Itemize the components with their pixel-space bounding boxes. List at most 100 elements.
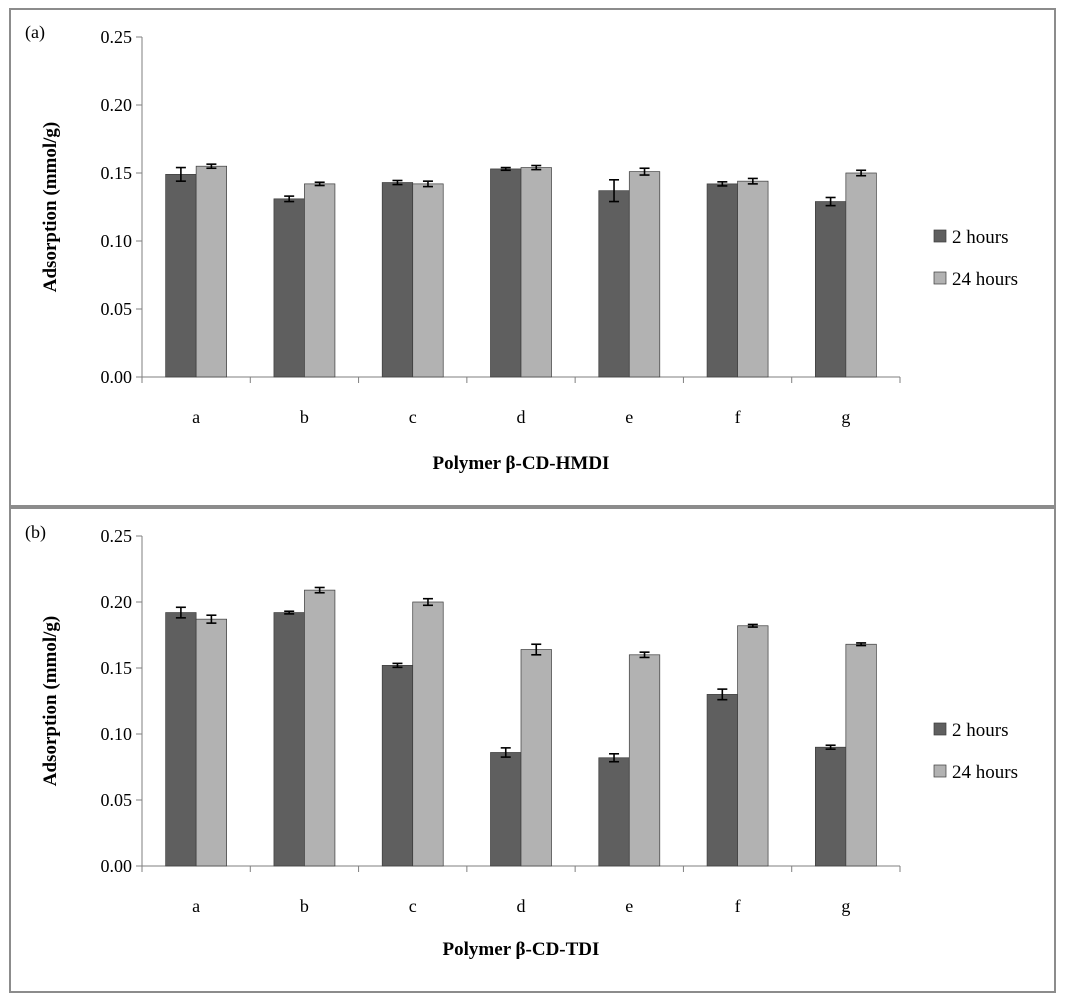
- error-bar-2h-a: [175, 166, 186, 182]
- legend-label-2h: 2 hours: [952, 227, 1008, 248]
- x-category-label: b: [300, 407, 309, 427]
- error-bar-24h-f: [747, 177, 758, 185]
- legend-swatch-24h: [933, 764, 947, 778]
- legend-swatch-2h: [933, 722, 947, 736]
- error-bar-24h-e: [639, 651, 650, 659]
- error-bar-2h-f: [717, 181, 728, 187]
- bar-2h-d: [490, 752, 522, 867]
- y-tick-label: 0.15: [101, 658, 133, 678]
- legend-swatch-2h: [933, 229, 947, 243]
- panel-label: (a): [25, 22, 45, 43]
- legend-label-2h: 2 hours: [952, 720, 1008, 741]
- error-bar-24h-e: [639, 167, 650, 176]
- bar-2h-d: [490, 168, 522, 378]
- x-category-label: c: [409, 407, 417, 427]
- error-bar-24h-c: [422, 180, 433, 188]
- y-tick-label: 0.25: [101, 27, 133, 47]
- legend-label-24h: 24 hours: [952, 762, 1018, 783]
- bar-2h-a: [165, 174, 197, 378]
- y-tick-label: 0.20: [101, 592, 133, 612]
- bar-24h-b: [304, 183, 336, 378]
- legend-swatch-24h: [933, 271, 947, 285]
- chart-panel-a: (a) 0.00 0.05 0.10 0.15 0.20 0.25 a b c d e f g Adsorp…: [9, 8, 1056, 507]
- error-bar-24h-g: [856, 642, 867, 647]
- y-tick-label: 0.10: [101, 724, 133, 744]
- error-bar-24h-a: [206, 614, 217, 624]
- bar-24h-a: [195, 165, 227, 378]
- error-bar-2h-b: [284, 195, 295, 203]
- bar-24h-c: [412, 601, 444, 867]
- y-tick-label: 0.00: [101, 856, 133, 876]
- error-bar-2h-d: [500, 166, 511, 172]
- error-bar-24h-b: [314, 181, 325, 187]
- bar-2h-e: [598, 757, 630, 867]
- x-category-label: a: [192, 407, 200, 427]
- bar-24h-g: [845, 643, 877, 867]
- bar-24h-a: [195, 618, 227, 867]
- x-category-label: e: [625, 896, 633, 916]
- bar-2h-a: [165, 612, 197, 867]
- bar-24h-c: [412, 183, 444, 378]
- bar-24h-e: [628, 171, 661, 378]
- error-bar-2h-b: [284, 610, 295, 615]
- x-axis-label: Polymer β-CD-HMDI: [433, 453, 610, 474]
- x-category-label: d: [517, 896, 526, 916]
- chart-panel-b: (b) 0.00 0.05 0.10 0.15 0.20 0.25 a b c d e f g Adsorp…: [9, 507, 1056, 993]
- x-category-label: d: [517, 407, 526, 427]
- bar-2h-c: [381, 665, 414, 867]
- bar-24h-b: [304, 589, 336, 867]
- error-bar-2h-e: [609, 179, 620, 203]
- y-tick-label: 0.15: [101, 163, 133, 183]
- error-bar-2h-c: [392, 179, 403, 186]
- error-bar-24h-a: [206, 163, 217, 170]
- error-bar-2h-e: [609, 753, 620, 763]
- x-category-label: a: [192, 896, 200, 916]
- bar-2h-f: [706, 694, 738, 867]
- error-bar-2h-f: [717, 688, 728, 701]
- y-axis-label: Adsorption (mmol/g): [40, 616, 61, 786]
- y-tick-label: 0.25: [101, 526, 133, 546]
- error-bar-24h-d: [531, 164, 542, 171]
- x-category-label: b: [300, 896, 309, 916]
- error-bar-24h-c: [422, 597, 433, 607]
- error-bar-2h-g: [825, 196, 836, 207]
- error-bar-2h-c: [392, 662, 403, 669]
- x-axis-label: Polymer β-CD-TDI: [443, 939, 600, 960]
- x-category-label: f: [735, 896, 741, 916]
- y-tick-label: 0.00: [101, 367, 133, 387]
- panel-label: (b): [25, 522, 46, 543]
- error-bar-24h-g: [856, 169, 867, 177]
- error-bar-2h-a: [175, 606, 186, 619]
- bar-2h-g: [815, 201, 847, 378]
- error-bar-24h-b: [314, 586, 325, 594]
- error-bar-2h-g: [825, 744, 836, 750]
- bar-2h-c: [381, 182, 414, 378]
- bar-2h-e: [598, 190, 630, 378]
- y-axis-label: Adsorption (mmol/g): [40, 122, 61, 292]
- x-category-label: g: [841, 407, 850, 427]
- bar-2h-g: [815, 746, 847, 867]
- chart-b-svg: (b) 0.00 0.05 0.10 0.15 0.20 0.25 a b c d e f g Adsorp…: [25, 522, 1018, 960]
- error-bar-2h-d: [500, 747, 511, 758]
- bar-24h-f: [737, 180, 769, 378]
- bar-2h-b: [273, 198, 305, 378]
- x-category-label: e: [625, 407, 633, 427]
- chart-a-svg: (a) 0.00 0.05 0.10 0.15 0.20 0.25 a b c d e f g Adsorp…: [25, 22, 1018, 474]
- y-tick-label: 0.05: [101, 299, 133, 319]
- x-category-label: c: [409, 896, 417, 916]
- y-tick-label: 0.20: [101, 95, 133, 115]
- y-tick-label: 0.05: [101, 790, 133, 810]
- bar-24h-g: [845, 172, 877, 378]
- bar-24h-f: [737, 625, 769, 867]
- bar-2h-f: [706, 183, 738, 378]
- x-category-label: g: [841, 896, 850, 916]
- error-bar-24h-f: [747, 623, 758, 628]
- bar-24h-d: [520, 649, 552, 867]
- error-bar-24h-d: [531, 643, 542, 656]
- legend-label-24h: 24 hours: [952, 269, 1018, 290]
- bar-24h-e: [628, 654, 661, 867]
- bar-24h-d: [520, 167, 552, 378]
- y-tick-label: 0.10: [101, 231, 133, 251]
- x-category-label: f: [735, 407, 741, 427]
- bar-2h-b: [273, 612, 305, 867]
